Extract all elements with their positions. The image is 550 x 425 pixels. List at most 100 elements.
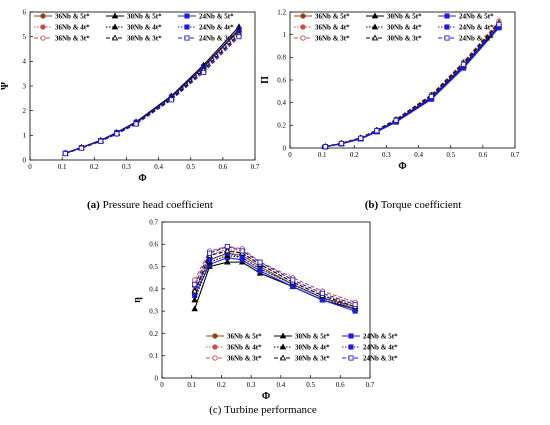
series-36nb-4t- <box>62 30 242 156</box>
data-point <box>78 145 84 151</box>
y-tick-label: 0.8 <box>277 54 286 62</box>
x-tick-label: 0.6 <box>336 381 345 389</box>
data-point <box>461 61 467 67</box>
x-axis-label: Φ <box>138 173 146 184</box>
data-point <box>201 69 207 75</box>
legend-label: 30Nb & 4t* <box>127 24 162 32</box>
series-24nb-4t- <box>192 250 358 312</box>
series-36nb-4t- <box>192 246 358 308</box>
y-tick-label: 0.1 <box>149 352 158 360</box>
legend-label: 24Nb & 4t* <box>459 24 494 32</box>
x-tick-label: 0 <box>28 163 32 171</box>
series-line <box>194 250 356 308</box>
legend-label: 24Nb & 5t* <box>363 333 398 341</box>
legend-label: 24Nb & 4t* <box>199 24 234 32</box>
y-tick-label: 3 <box>23 82 27 90</box>
data-point <box>352 301 358 308</box>
y-axis-label: Ψ <box>0 82 11 90</box>
series-line <box>65 28 240 154</box>
x-tick-label: 0.6 <box>478 151 487 159</box>
series-24nb-5t- <box>62 26 242 156</box>
x-axis-label: Φ <box>262 391 270 402</box>
series-36nb-3t- <box>62 32 242 157</box>
legend-swatch-marker <box>279 332 287 339</box>
legend-label: 30Nb & 3t* <box>127 35 162 43</box>
x-tick-label: 0.4 <box>276 381 285 389</box>
legend-swatch-marker <box>40 35 46 41</box>
x-tick-label: 0.3 <box>382 151 391 159</box>
data-point <box>191 305 198 312</box>
series-30nb-5t- <box>62 23 243 156</box>
data-point <box>191 287 198 294</box>
chart-c: 0 0.1 0.2 0.3 0.4 0.5 0.6 0.7 0 0.1 0.2 0.3 0.4 0.5 0.… <box>132 218 398 402</box>
y-tick-label: 0 <box>283 144 287 152</box>
legend: 36Nb & 5t* 30Nb & 5t* 24Nb & 5t* 36Nb & 4t*… <box>34 12 234 43</box>
series-line <box>325 27 500 148</box>
series-24nb-3t- <box>62 34 242 157</box>
data-point <box>133 121 139 127</box>
caption-a-label: (a) <box>87 199 100 211</box>
series-24nb-3t- <box>192 243 358 308</box>
data-point <box>224 247 231 254</box>
series-line <box>325 26 500 148</box>
data-point <box>393 117 399 123</box>
data-point <box>206 250 213 256</box>
legend-swatch-marker <box>371 12 379 19</box>
legend-label: 36Nb & 4t* <box>55 24 90 32</box>
caption-b: (b) Torque coefficient <box>365 199 462 211</box>
series-24nb-5t- <box>322 25 502 150</box>
series-line <box>65 26 240 154</box>
legend-label: 30Nb & 3t* <box>295 355 330 363</box>
data-point <box>374 128 380 134</box>
series-line <box>325 24 500 148</box>
chart-b: 0 0.1 0.2 0.3 0.4 0.5 0.6 0.7 0 0.2 0.4 0.6 0.8 1 1.2 Φ… <box>260 8 520 172</box>
y-tick-label: 0.5 <box>149 263 158 271</box>
legend-swatch-marker <box>40 24 46 30</box>
data-point <box>192 281 198 287</box>
x-tick-label: 0.3 <box>247 381 256 389</box>
chart-a: 0 0.1 0.2 0.3 0.4 0.5 0.6 0.7 0 1 2 3 4 5 6 Φ Ψ 36Nb & 5t… <box>0 8 260 184</box>
data-point <box>257 259 263 265</box>
y-axis-label: η <box>132 297 143 303</box>
y-tick-label: 0.2 <box>277 122 286 130</box>
series-line <box>65 29 240 154</box>
caption-c-label: (c) <box>209 404 222 416</box>
caption-b-text: Torque coefficient <box>381 199 462 211</box>
y-tick-label: 1 <box>283 31 287 39</box>
data-point <box>239 248 245 254</box>
legend-label: 24Nb & 4t* <box>363 344 398 352</box>
x-tick-label: 0.4 <box>154 163 163 171</box>
x-tick-label: 0 <box>160 381 164 389</box>
data-point <box>239 255 245 261</box>
series-line <box>194 257 356 312</box>
x-tick-label: 0.6 <box>218 163 227 171</box>
data-point <box>224 258 231 265</box>
y-tick-label: 0.4 <box>149 285 158 293</box>
legend-swatch-marker <box>444 24 450 30</box>
x-tick-label: 0.2 <box>90 163 99 171</box>
data-point <box>191 296 198 303</box>
legend-swatch-marker <box>371 23 379 30</box>
x-tick-label: 0.1 <box>58 163 67 171</box>
legend: 36Nb & 5t* 30Nb & 5t* 24Nb & 5t* 36Nb & 4t*… <box>294 12 494 43</box>
y-tick-label: 0.3 <box>149 308 158 316</box>
series-30nb-3t- <box>62 30 243 156</box>
y-tick-label: 5 <box>23 33 27 41</box>
legend-swatch-marker <box>279 354 287 361</box>
legend-label: 36Nb & 4t* <box>227 344 262 352</box>
series-line <box>65 33 240 154</box>
legend-swatch-marker <box>212 333 218 339</box>
legend-swatch-marker <box>371 34 379 41</box>
data-point <box>62 151 68 157</box>
y-tick-label: 1.2 <box>277 8 286 16</box>
caption-c: (c) Turbine performance <box>209 404 317 416</box>
series-line <box>65 31 240 154</box>
legend-swatch-marker <box>184 24 190 30</box>
y-tick-label: 0.6 <box>149 241 158 249</box>
data-point <box>236 34 242 40</box>
legend-label: 36Nb & 3t* <box>227 355 262 363</box>
y-tick-label: 0.7 <box>149 218 158 226</box>
legend-swatch-marker <box>212 355 218 361</box>
legend-swatch-marker <box>111 12 119 19</box>
series-line <box>194 245 356 305</box>
